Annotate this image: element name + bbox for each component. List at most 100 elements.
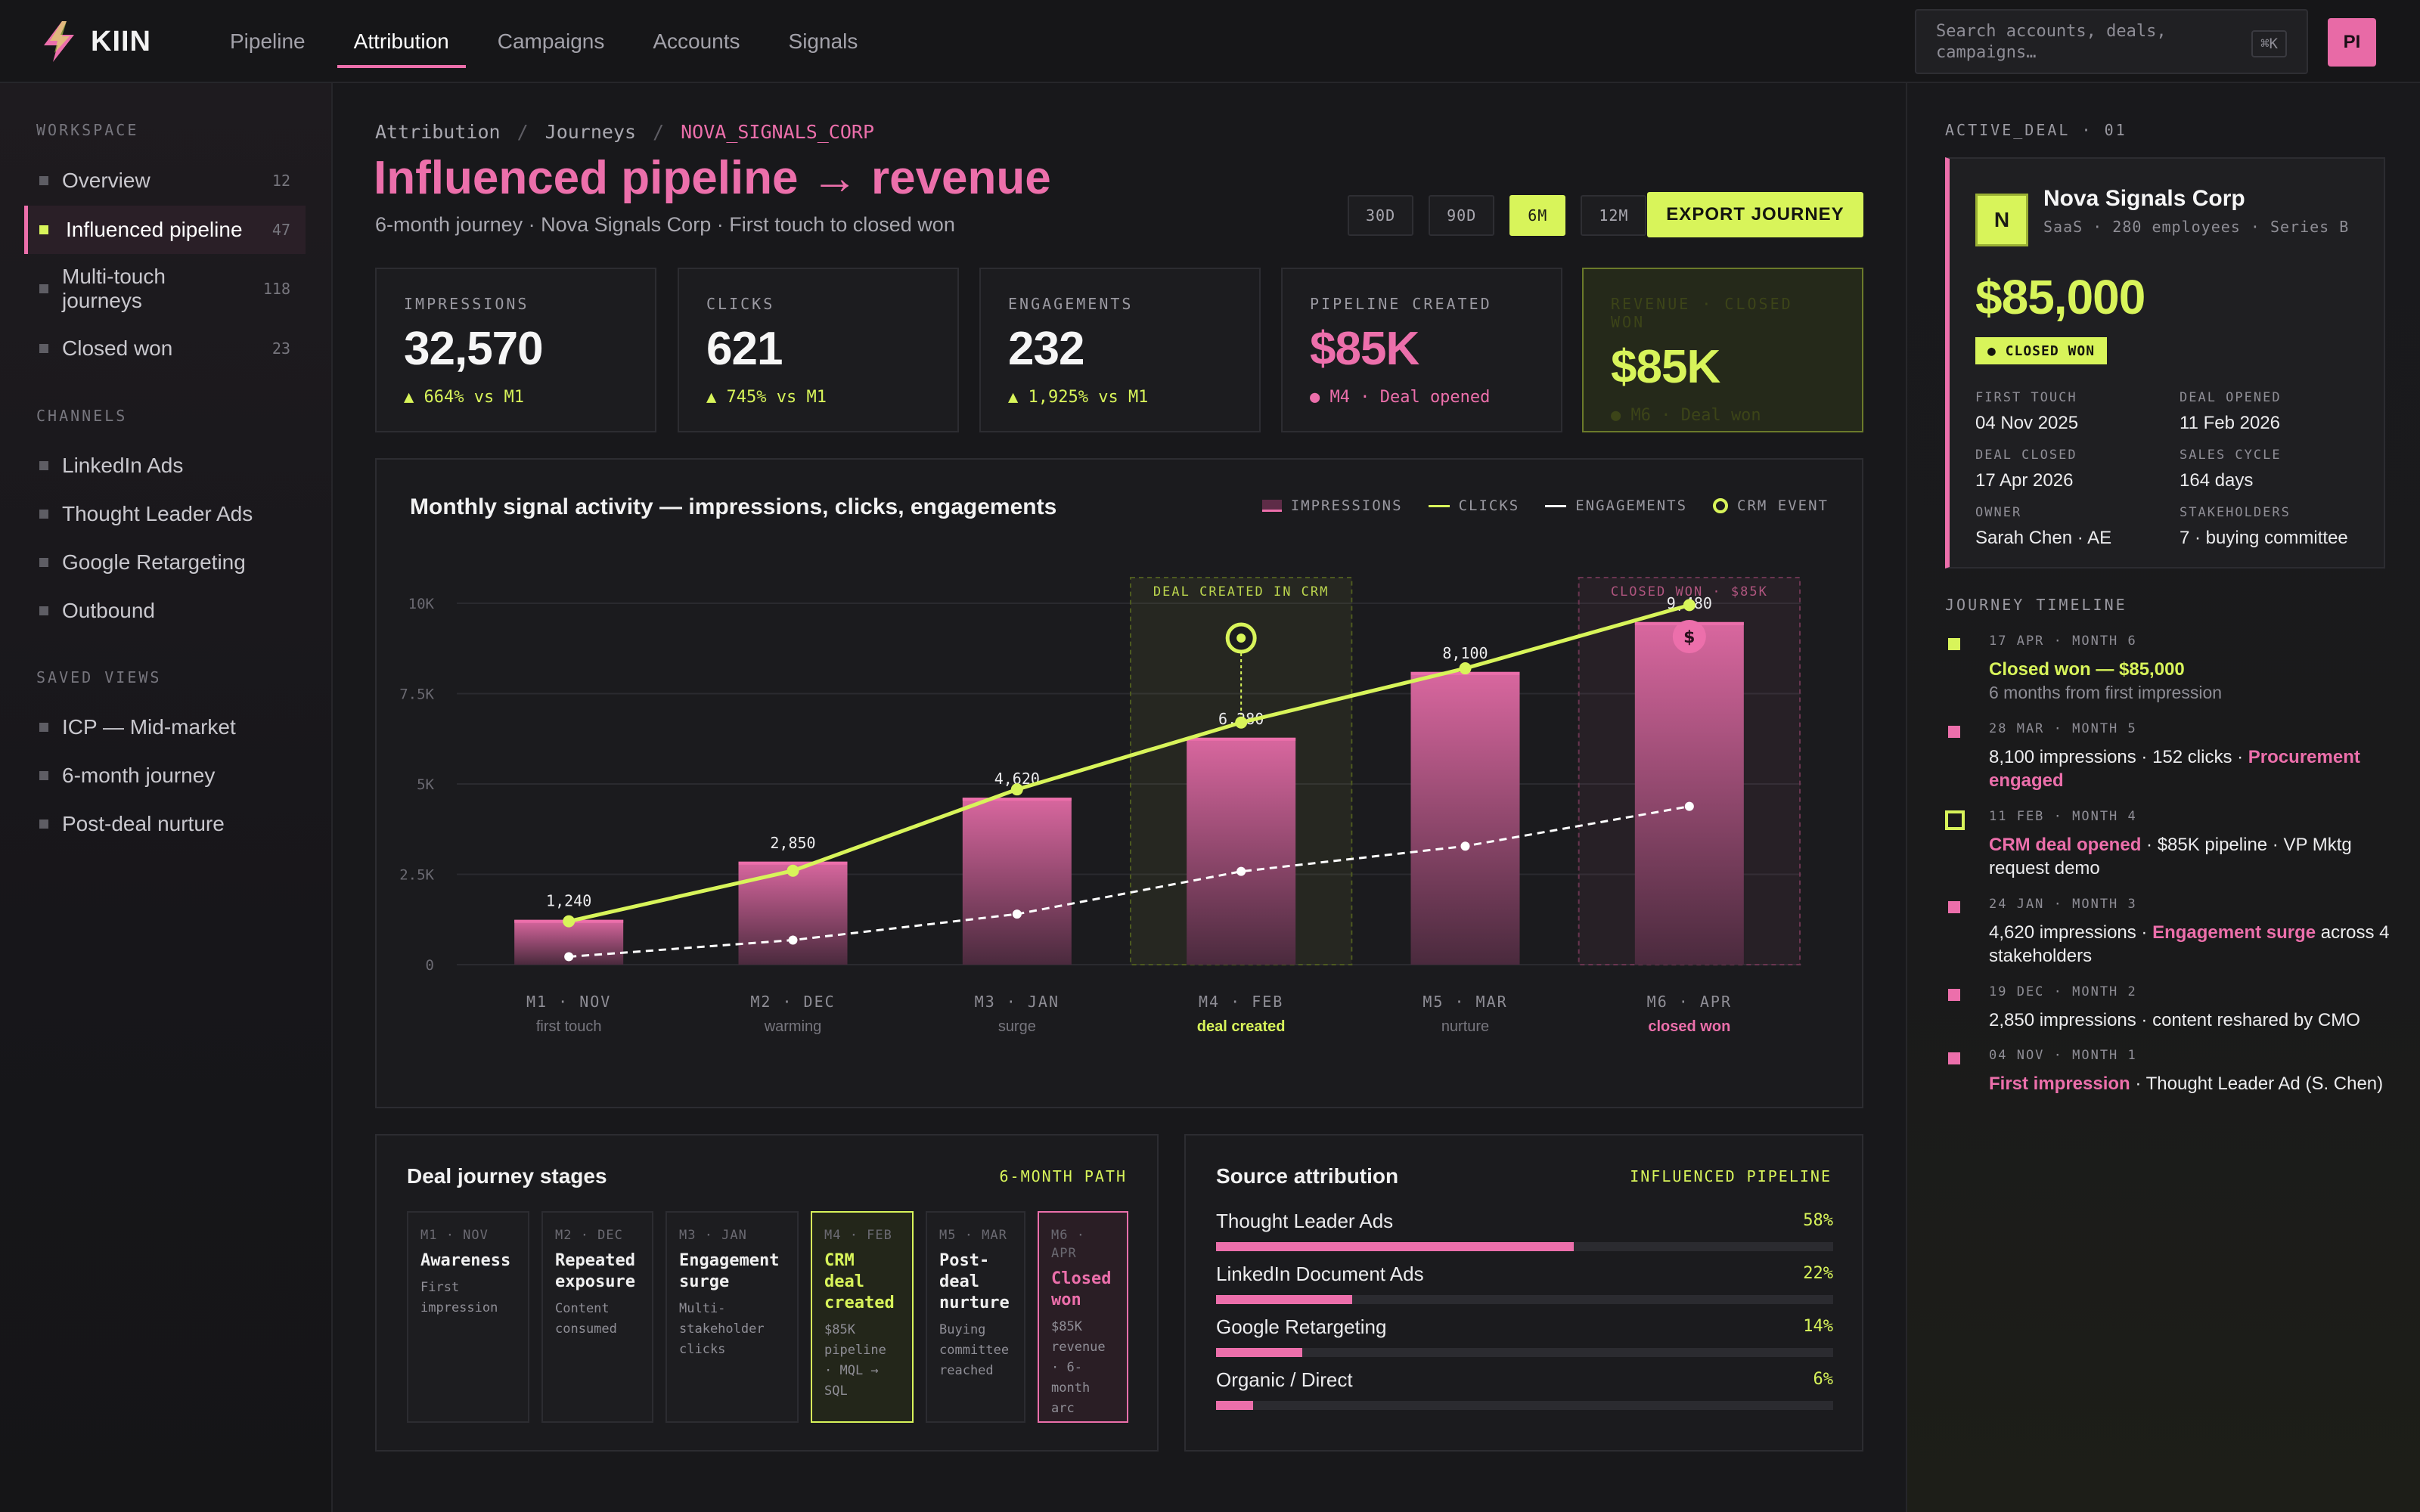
section-workspace: WORKSPACE	[36, 121, 139, 139]
stage-card-closed-won[interactable]: M6 · APR Closed won $85K revenue · 6-mon…	[1038, 1211, 1128, 1423]
bar-top-cap	[1187, 737, 1296, 741]
legend-crm-event[interactable]: CRM EVENT	[1713, 497, 1829, 514]
bar-value-label: 2,850	[770, 834, 815, 852]
x-sublabel: warming	[764, 1018, 822, 1035]
x-sublabel: deal created	[1197, 1018, 1286, 1035]
bullet-icon	[39, 284, 48, 293]
deal-card[interactable]: N Nova Signals Corp SaaS · 280 employees…	[1945, 157, 2385, 569]
source-bar-track	[1216, 1242, 1833, 1251]
stage-row: M1 · NOV Awareness First impression M2 ·…	[407, 1211, 1128, 1423]
source-label: Organic / Direct	[1216, 1368, 1353, 1391]
range-30d-button[interactable]: 30D	[1348, 195, 1414, 236]
nav-attribution[interactable]: Attribution	[337, 0, 466, 83]
clicks-line	[568, 603, 1690, 924]
search-input[interactable]: Search accounts, deals, campaigns… ⌘K	[1915, 9, 2308, 74]
stage-name: CRM deal created	[824, 1251, 895, 1312]
chart-title: Monthly signal activity — impressions, c…	[410, 494, 1057, 519]
impressions-bar	[962, 798, 1072, 965]
sidebar-item-multi-touch-journeys[interactable]: Multi-touch journeys 118	[24, 260, 306, 318]
kpi-value: $85K	[1310, 323, 1419, 375]
deal-fact-label: STAKEHOLDERS	[2180, 505, 2291, 520]
sidebar-item-post-deal-nurture[interactable]: Post-deal nurture	[24, 802, 306, 846]
range-12m-button[interactable]: 12M	[1581, 195, 1647, 236]
sidebar: WORKSPACE Overview 12 Influenced pipelin…	[0, 83, 333, 1512]
timeline-item[interactable]: 11 FEB · MONTH 4 CRM deal opened · $85K …	[1945, 809, 2391, 885]
deal-amount: $85,000	[1975, 270, 2145, 324]
bolt-icon	[44, 21, 74, 62]
timeline-date: 04 NOV · MONTH 1	[1989, 1048, 2137, 1063]
sidebar-item-outbound[interactable]: Outbound	[24, 589, 306, 633]
export-journey-button[interactable]: EXPORT JOURNEY	[1647, 192, 1863, 237]
app-logo[interactable]: KIIN	[39, 20, 151, 64]
nav-campaigns[interactable]: Campaigns	[497, 29, 605, 53]
stage-month: M5 · MAR	[939, 1228, 1007, 1243]
timeline-item[interactable]: 19 DEC · MONTH 2 2,850 impressions · con…	[1945, 984, 2391, 1037]
kpi-delta: ▲ 664% vs M1	[404, 388, 524, 407]
kpi-value: 232	[1008, 323, 1084, 375]
sidebar-item-thought-leader-ads[interactable]: Thought Leader Ads	[24, 492, 306, 536]
engagements-point	[788, 935, 798, 945]
breadcrumb-attribution[interactable]: Attribution	[375, 121, 501, 143]
bar-top-cap	[962, 798, 1072, 801]
legend-clicks[interactable]: CLICKS	[1428, 497, 1520, 514]
line-swatch-icon	[1428, 504, 1450, 507]
kpi-label: IMPRESSIONS	[404, 295, 529, 313]
sidebar-item-overview[interactable]: Overview 12	[24, 159, 306, 203]
stage-card-awareness[interactable]: M1 · NOV Awareness First impression	[407, 1211, 529, 1423]
stage-month: M2 · DEC	[555, 1228, 623, 1243]
breadcrumb-journeys[interactable]: Journeys	[544, 121, 637, 143]
kpi-label: REVENUE · CLOSED WON	[1611, 295, 1793, 331]
source-row[interactable]: Organic / Direct 6%	[1216, 1368, 1833, 1410]
deal-fact-label: SALES CYCLE	[2180, 448, 2282, 463]
search-shortcut: ⌘K	[2251, 30, 2287, 57]
timeline-item[interactable]: 17 APR · MONTH 6 Closed won — $85,000 6 …	[1945, 634, 2391, 709]
timeline-highlight: Closed won — $85,000	[1989, 659, 2185, 680]
nav-signals[interactable]: Signals	[788, 29, 858, 53]
bullet-icon	[39, 225, 48, 234]
x-tick-label: M5 · MAR	[1423, 993, 1507, 1011]
impressions-bar	[738, 861, 848, 965]
source-row[interactable]: LinkedIn Document Ads 22%	[1216, 1263, 1833, 1304]
sidebar-item-closed-won[interactable]: Closed won 23	[24, 327, 306, 370]
avatar[interactable]: PI	[2328, 18, 2376, 67]
deal-fact-stakeholders: STAKEHOLDERS 7 · buying committee	[2180, 505, 2376, 549]
timeline-item[interactable]: 24 JAN · MONTH 3 4,620 impressions · Eng…	[1945, 897, 2391, 972]
sidebar-item-icp-mid-market[interactable]: ICP — Mid-market	[24, 705, 306, 749]
nav-pipeline[interactable]: Pipeline	[230, 29, 306, 53]
timeline-item[interactable]: 04 NOV · MONTH 1 First impression · Thou…	[1945, 1048, 2391, 1123]
range-90d-button[interactable]: 90D	[1429, 195, 1495, 236]
stage-card-repeated-exposure[interactable]: M2 · DEC Repeated exposure Content consu…	[541, 1211, 653, 1423]
stage-card-engagement-surge[interactable]: M3 · JAN Engagement surge Multi-stakehol…	[666, 1211, 799, 1423]
clicks-point	[1010, 783, 1023, 796]
sidebar-item-linkedin-ads[interactable]: LinkedIn Ads	[24, 444, 306, 488]
stage-card-post-deal-nurture[interactable]: M5 · MAR Post-deal nurture Buying commit…	[926, 1211, 1025, 1423]
sidebar-item-6-month-journey[interactable]: 6-month journey	[24, 754, 306, 798]
impressions-bar	[1634, 621, 1744, 965]
kpi-delta: ▲ 1,925% vs M1	[1008, 388, 1149, 407]
legend-engagements[interactable]: ENGAGEMENTS	[1545, 497, 1687, 514]
nav-accounts[interactable]: Accounts	[653, 29, 740, 53]
timeline-item[interactable]: 28 MAR · MONTH 5 8,100 impressions · 152…	[1945, 721, 2391, 797]
source-pct: 14%	[1803, 1317, 1833, 1336]
kpi-delta: ▲ 745% vs M1	[706, 388, 827, 407]
line-swatch-icon	[1545, 504, 1567, 507]
legend-label: CLICKS	[1458, 497, 1520, 514]
range-6m-button[interactable]: 6M	[1509, 195, 1566, 236]
stage-card-crm-deal-created[interactable]: M4 · FEB CRM deal created $85K pipeline …	[811, 1211, 914, 1423]
stages-title: Deal journey stages	[407, 1164, 607, 1188]
sidebar-item-google-retargeting[interactable]: Google Retargeting	[24, 541, 306, 584]
dollar-glyph: $	[1683, 628, 1695, 647]
legend-impressions[interactable]: IMPRESSIONS	[1261, 497, 1403, 514]
deal-fact-sales-cycle: SALES CYCLE 164 days	[2180, 448, 2376, 491]
kpi-engagements: ENGAGEMENTS 232 ▲ 1,925% vs M1	[979, 268, 1261, 432]
deal-fact-label: DEAL OPENED	[2180, 390, 2282, 405]
stage-desc: $85K pipeline · MQL → SQL	[824, 1322, 886, 1399]
source-row[interactable]: Thought Leader Ads 58%	[1216, 1210, 1833, 1251]
bullet-icon	[39, 461, 48, 470]
milestone-marker-icon	[1948, 638, 1960, 650]
source-row[interactable]: Google Retargeting 14%	[1216, 1315, 1833, 1357]
active-deal-header: ACTIVE_DEAL · 01	[1945, 121, 2127, 139]
timeline-text-pre: 2,850 impressions · content reshared by …	[1989, 1010, 2360, 1030]
timeline-header: JOURNEY TIMELINE	[1945, 596, 2127, 614]
sidebar-item-influenced-pipeline[interactable]: Influenced pipeline 47	[24, 206, 306, 254]
